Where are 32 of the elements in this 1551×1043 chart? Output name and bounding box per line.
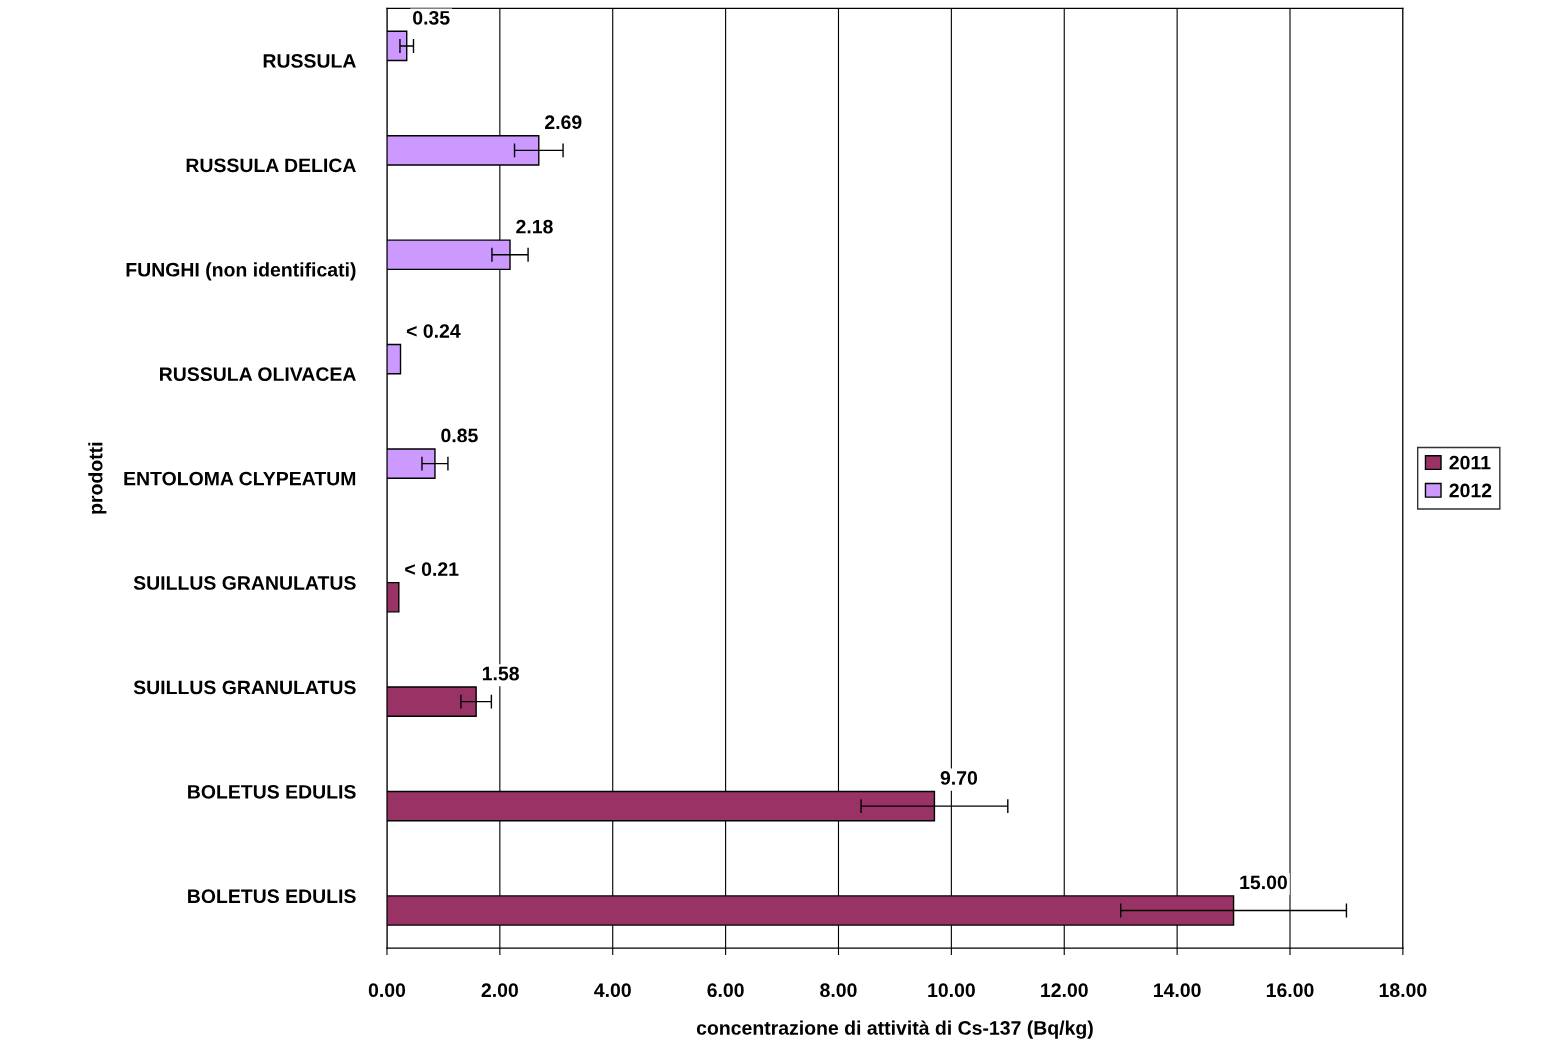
data-label: 1.58: [482, 666, 519, 681]
y-tick-label: ENTOLOMA CLYPEATUM: [124, 471, 356, 486]
x-tick-label: 8.00: [820, 983, 857, 998]
legend-label: 2012: [1449, 483, 1492, 498]
x-tick-label: 0.00: [368, 983, 406, 998]
y-tick-label: BOLETUS EDULIS: [188, 784, 356, 799]
y-tick-label: RUSSULA: [263, 54, 356, 68]
y-tick-label: SUILLUS GRANULATUS: [133, 576, 356, 590]
data-label: < 0.21: [405, 562, 459, 577]
data-label: 2.69: [545, 115, 582, 130]
data-label: 0.35: [413, 10, 450, 25]
x-axis-title: concentrazione di attività di Cs-137 (Bq/kg): [696, 1020, 1093, 1039]
x-tick-label: 16.00: [1266, 983, 1314, 998]
y-tick-label: RUSSULA OLIVACEA: [160, 367, 356, 382]
legend-label: 2011: [1449, 455, 1491, 470]
data-label: 0.85: [441, 428, 478, 443]
x-tick-label: 18.00: [1379, 983, 1427, 998]
y-tick-label: SUILLUS GRANULATUS: [133, 680, 356, 695]
data-label: < 0.24: [406, 324, 461, 338]
x-tick-label: 6.00: [707, 983, 744, 998]
x-tick-label: 12.00: [1041, 983, 1088, 998]
y-axis-title: prodotti: [88, 442, 107, 514]
data-label: 2.18: [516, 219, 553, 234]
x-tick-label: 4.00: [594, 983, 631, 998]
x-tick-label: 2.00: [481, 983, 518, 998]
data-label: 15.00: [1240, 875, 1287, 890]
x-tick-label: 14.00: [1154, 983, 1201, 998]
y-tick-label: RUSSULA DELICA: [186, 158, 356, 173]
data-label: 9.70: [940, 771, 978, 785]
y-tick-label: FUNGHI (non identificati): [126, 262, 356, 281]
x-tick-label: 10.00: [928, 983, 975, 998]
y-tick-label: BOLETUS EDULIS: [188, 889, 356, 904]
